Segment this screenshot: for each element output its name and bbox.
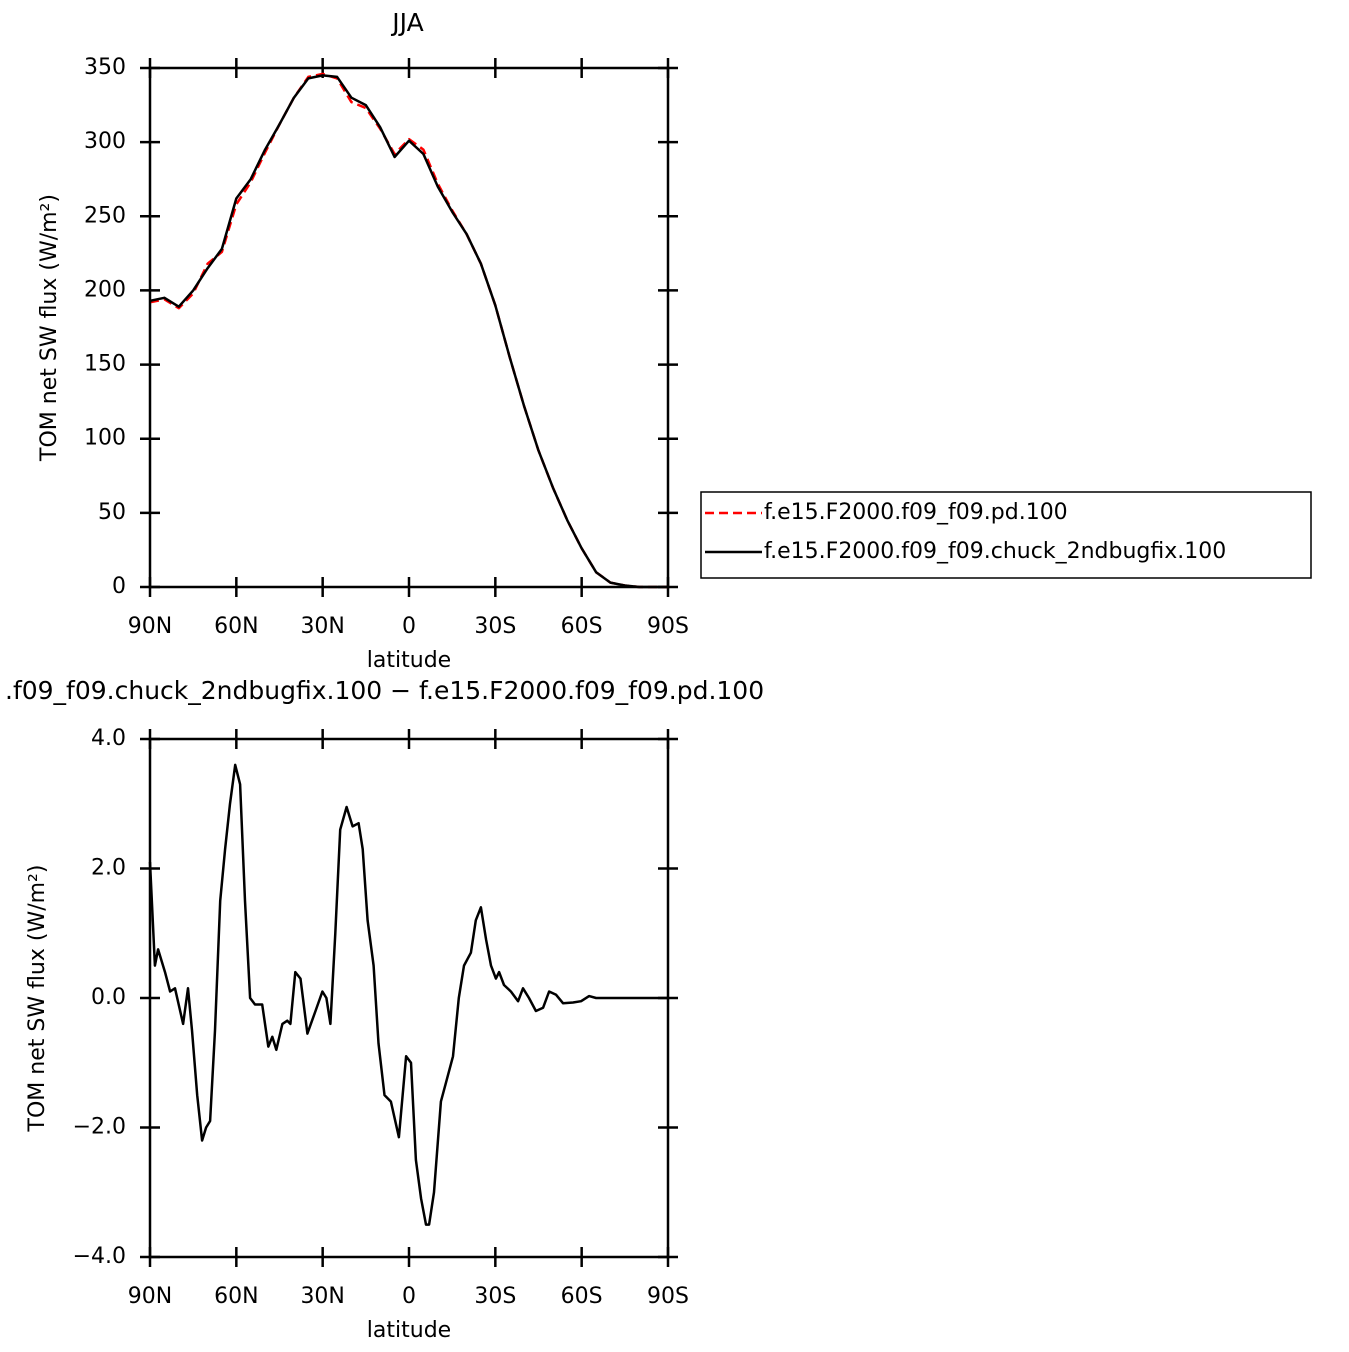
x-tick-label: 60S xyxy=(561,1284,603,1309)
plot-frame xyxy=(148,737,670,1259)
x-tick-label: 30N xyxy=(300,1284,344,1309)
y-tick-label: 250 xyxy=(84,203,126,228)
x-tick-label: 90S xyxy=(647,1284,689,1309)
data-line xyxy=(148,763,668,1226)
x-tick-label: 60S xyxy=(561,614,603,639)
y-tick-label: 50 xyxy=(98,500,126,525)
y-axis-label: TOM net SW flux (W/m²) xyxy=(37,194,62,462)
y-tick-label: 200 xyxy=(84,277,126,302)
legend-label: f.e15.F2000.f09_f09.chuck_2ndbugfix.100 xyxy=(764,539,1226,564)
legend-box xyxy=(700,491,1312,579)
x-tick-label: 90N xyxy=(128,614,172,639)
x-tick-label: 90S xyxy=(647,614,689,639)
y-tick-label: 300 xyxy=(84,129,126,154)
x-axis-label: latitude xyxy=(367,1318,451,1343)
y-tick-label: 150 xyxy=(84,352,126,377)
y-tick-label: 0.0 xyxy=(91,985,126,1010)
x-tick-label: 30S xyxy=(474,614,516,639)
x-axis-label: latitude xyxy=(367,648,451,673)
y-tick-label: 0 xyxy=(112,574,126,599)
plot-frame xyxy=(148,66,670,589)
y-tick-label: −2.0 xyxy=(73,1115,126,1140)
chart-title: .f09_f09.chuck_2ndbugfix.100 − f.e15.F20… xyxy=(5,676,764,705)
x-tick-label: 30N xyxy=(300,614,344,639)
x-tick-label: 60N xyxy=(214,614,258,639)
y-axis-label: TOM net SW flux (W/m²) xyxy=(25,865,50,1133)
x-tick-label: 60N xyxy=(214,1284,258,1309)
y-tick-label: 350 xyxy=(84,55,126,80)
chart-title: JJA xyxy=(390,8,423,37)
y-tick-label: 2.0 xyxy=(91,856,126,881)
legend-label: f.e15.F2000.f09_f09.pd.100 xyxy=(764,500,1068,525)
x-tick-label: 90N xyxy=(128,1284,172,1309)
x-tick-label: 30S xyxy=(474,1284,516,1309)
data-line xyxy=(149,72,668,589)
y-tick-label: 100 xyxy=(84,426,126,451)
data-line xyxy=(149,74,668,589)
y-tick-label: 4.0 xyxy=(91,726,126,751)
x-tick-label: 0 xyxy=(402,1284,416,1309)
x-tick-label: 0 xyxy=(402,614,416,639)
y-tick-label: −4.0 xyxy=(73,1244,126,1269)
